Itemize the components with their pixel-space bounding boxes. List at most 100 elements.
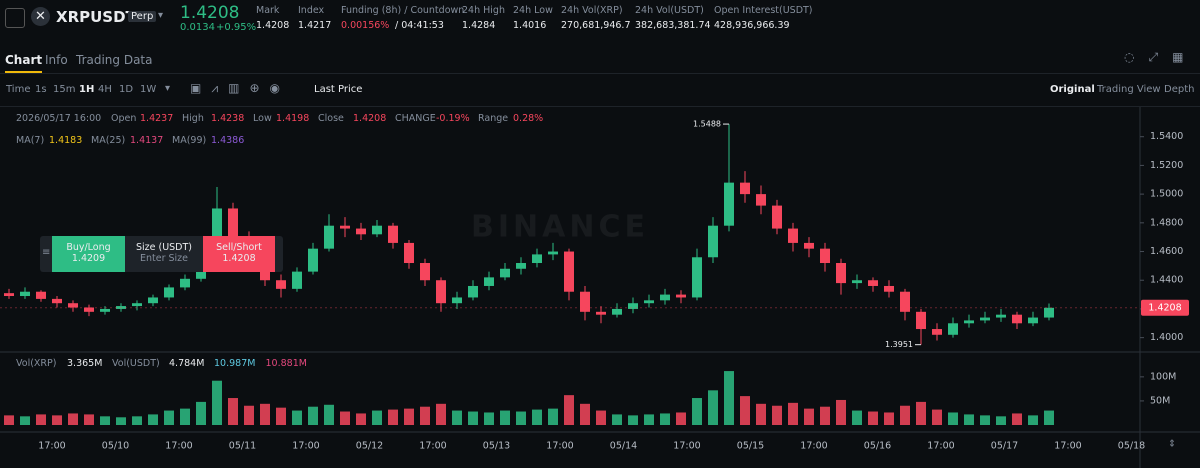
stat-label: Funding (8h) / Countdown xyxy=(341,5,465,16)
sell-button[interactable]: Sell/Short 1.4208 xyxy=(203,236,275,272)
x-tick-label: 05/13 xyxy=(483,441,510,452)
volume-bar xyxy=(180,408,190,425)
volume-bar xyxy=(52,415,62,425)
stat-label: 24h Vol(XRP) xyxy=(561,5,623,16)
volume-bar xyxy=(772,405,782,425)
vol-value: 3.365M xyxy=(67,358,103,369)
tab[interactable]: Trading Data xyxy=(76,53,153,67)
candle-body xyxy=(596,311,606,315)
x-tick-label: 05/17 xyxy=(991,441,1018,452)
candle-body xyxy=(692,257,702,298)
volume-bar xyxy=(788,402,798,425)
interval[interactable]: 15m xyxy=(53,84,76,95)
vol-value: 10.881M xyxy=(265,358,307,369)
legend-value: 0.28% xyxy=(513,113,544,124)
volume-bar xyxy=(212,380,222,425)
buy-button[interactable]: Buy/Long 1.4209 xyxy=(52,236,125,272)
legend-label: Open xyxy=(111,113,137,124)
size-input[interactable]: Size (USDT) Enter Size xyxy=(125,236,203,272)
volume-bar xyxy=(548,408,558,425)
interval[interactable]: 1s xyxy=(35,84,47,95)
candle-body xyxy=(724,182,734,226)
volume-bar xyxy=(196,401,206,425)
candle-body xyxy=(740,182,750,195)
stat-value: 270,681,946.7 xyxy=(561,20,631,31)
legend-value: 1.4237 xyxy=(140,113,174,124)
volume-bar xyxy=(820,406,830,425)
candle-body xyxy=(932,329,942,335)
x-tick-label: 05/16 xyxy=(864,441,891,452)
interval[interactable]: 1D xyxy=(119,84,134,95)
candle-body xyxy=(148,297,158,304)
symbol[interactable]: XRPUSDT xyxy=(56,8,136,26)
x-tick-label: 17:00 xyxy=(165,441,192,452)
candle-body xyxy=(1044,307,1054,318)
stat-label: 24h Vol(USDT) xyxy=(635,5,704,16)
volume-bar xyxy=(436,403,446,425)
stat-label: Mark xyxy=(256,5,280,16)
volume-bar xyxy=(836,399,846,425)
volume-bar xyxy=(868,411,878,425)
low-label: 1.3951 xyxy=(885,340,913,349)
candle-body xyxy=(916,311,926,330)
volume-bar xyxy=(516,411,526,425)
ma-value: 1.4137 xyxy=(130,135,164,146)
divider xyxy=(0,106,1200,107)
candle-body xyxy=(4,293,14,297)
x-tick-label: 17:00 xyxy=(800,441,827,452)
sell-price: 1.4208 xyxy=(222,253,256,264)
candle-body xyxy=(484,277,494,286)
stat-label: 24h Low xyxy=(513,5,553,16)
y-tick-label: 1.4800 xyxy=(1150,217,1183,228)
grip[interactable]: ≡ xyxy=(42,247,51,258)
volume-bar xyxy=(964,414,974,425)
stat-label: Index xyxy=(298,5,325,16)
candle-body xyxy=(884,285,894,292)
caret[interactable]: ▾ xyxy=(158,10,164,21)
candle-body xyxy=(900,291,910,312)
ma-label: MA(99) xyxy=(172,135,207,146)
candle-body xyxy=(468,285,478,298)
volume-bar xyxy=(1028,415,1038,425)
candle-body xyxy=(676,294,686,298)
ma-value: 1.4386 xyxy=(211,135,245,146)
interval[interactable]: 1W xyxy=(140,84,157,95)
volume-bar xyxy=(452,410,462,425)
x-tick-label: 05/15 xyxy=(737,441,764,452)
interval[interactable]: Time xyxy=(6,84,31,95)
view[interactable]: Depth xyxy=(1164,84,1195,95)
view[interactable]: Trading View xyxy=(1097,84,1161,95)
candle-body xyxy=(52,298,62,304)
interval[interactable]: 4H xyxy=(98,84,112,95)
x-tick-label: 17:00 xyxy=(38,441,65,452)
stat-value: 1.4284 xyxy=(462,20,496,31)
candle-body xyxy=(836,263,846,284)
candle-body xyxy=(852,280,862,284)
volume-bar xyxy=(628,415,638,425)
coin-icon: ✕ xyxy=(31,7,50,26)
tab[interactable]: Info xyxy=(45,53,68,67)
x-tick-label: 05/14 xyxy=(610,441,637,452)
size-label: Size (USDT) xyxy=(135,242,193,253)
candle-body xyxy=(212,208,222,264)
volume-bar xyxy=(228,398,238,425)
tool-icons[interactable]: ▣⩘▥⊕◉ xyxy=(190,81,290,95)
chart-icons[interactable]: ◌⤢▦ xyxy=(1124,50,1198,64)
legend-value: 1.4238 xyxy=(211,113,245,124)
tab[interactable]: Chart xyxy=(5,53,43,73)
vol-label: Vol(USDT) xyxy=(112,358,160,369)
volume-bar xyxy=(388,409,398,425)
candle-body xyxy=(84,307,94,312)
candle-body xyxy=(388,225,398,243)
price-type[interactable]: Last Price xyxy=(314,84,363,95)
x-tick-label: 17:00 xyxy=(292,441,319,452)
candle-body xyxy=(964,320,974,324)
candle-body xyxy=(228,208,238,238)
candle-body xyxy=(788,228,798,243)
caret[interactable]: ▾ xyxy=(165,83,171,94)
interval[interactable]: 1H xyxy=(79,84,95,95)
view[interactable]: Original xyxy=(1050,84,1095,95)
sell-label: Sell/Short xyxy=(216,242,262,253)
y-tick-label: 1.4000 xyxy=(1150,332,1183,343)
menu-icon[interactable] xyxy=(5,8,25,28)
